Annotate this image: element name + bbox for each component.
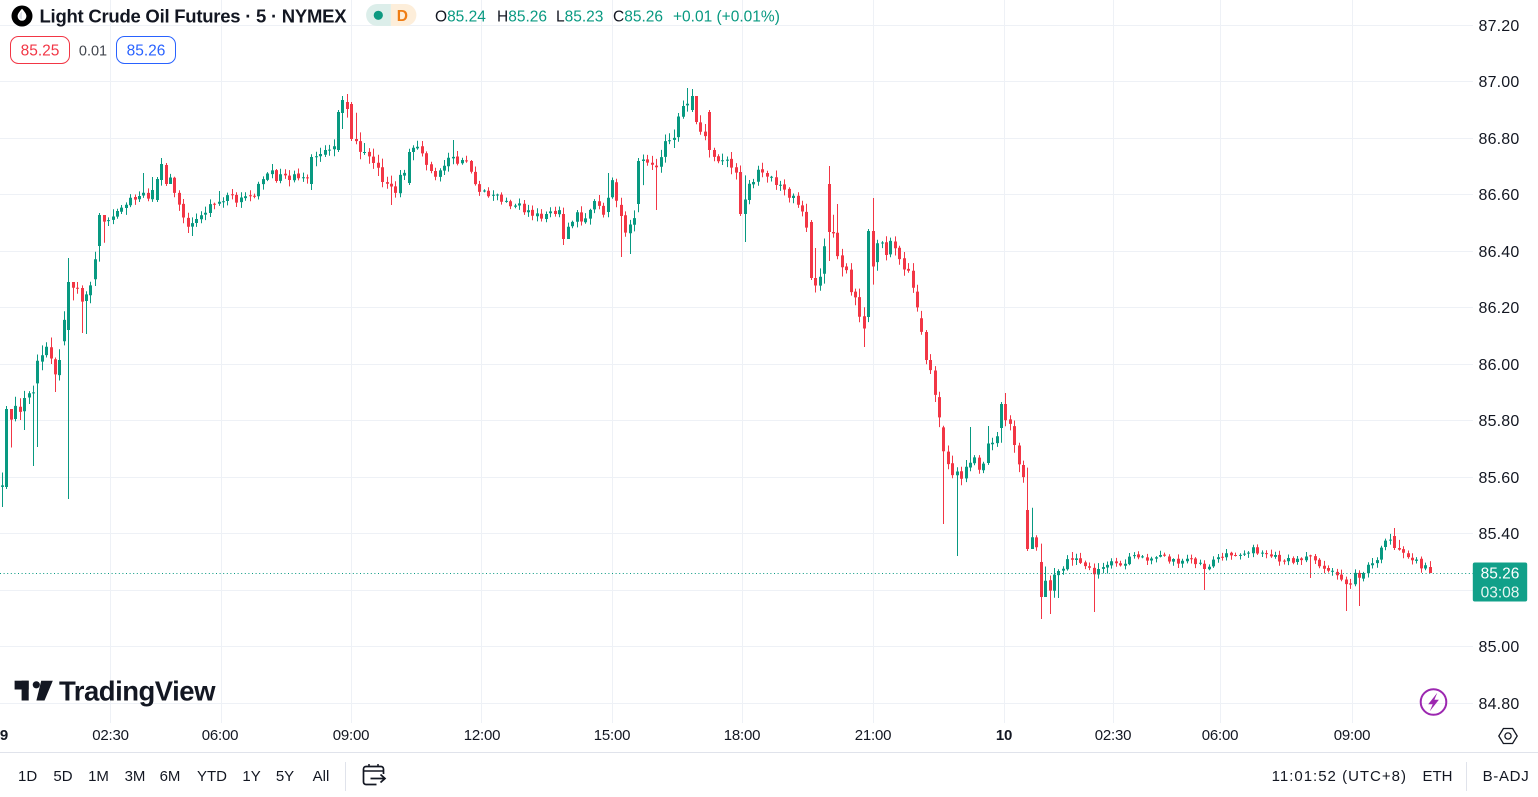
svg-text:TradingView: TradingView	[59, 676, 216, 707]
svg-text:02:30: 02:30	[92, 727, 129, 744]
svg-text:85.25: 85.25	[21, 43, 60, 60]
svg-text:85.80: 85.80	[1478, 413, 1519, 430]
svg-text:9: 9	[0, 727, 8, 744]
svg-text:85.00: 85.00	[1478, 639, 1519, 656]
svg-text:85.26: 85.26	[1481, 566, 1520, 583]
svg-text:O85.24: O85.24	[435, 9, 486, 26]
svg-text:Light Crude Oil Futures · 5 ·: Light Crude Oil Futures · 5 · NYMEX	[40, 6, 348, 27]
svg-text:86.40: 86.40	[1478, 244, 1519, 261]
svg-text:85.26: 85.26	[127, 43, 166, 60]
svg-text:85.40: 85.40	[1478, 526, 1519, 543]
svg-text:06:00: 06:00	[202, 727, 239, 744]
svg-text:1Y: 1Y	[242, 768, 260, 785]
svg-text:5Y: 5Y	[276, 768, 294, 785]
svg-text:84.80: 84.80	[1478, 696, 1519, 713]
svg-text:15:00: 15:00	[594, 727, 631, 744]
svg-text:86.00: 86.00	[1478, 357, 1519, 374]
svg-text:6M: 6M	[160, 768, 181, 785]
svg-text:All: All	[313, 768, 330, 785]
svg-text:3M: 3M	[125, 768, 146, 785]
svg-text:+0.01 (+0.01%): +0.01 (+0.01%)	[673, 9, 780, 26]
svg-text:06:00: 06:00	[1202, 727, 1239, 744]
svg-text:85.60: 85.60	[1478, 470, 1519, 487]
svg-text:87.20: 87.20	[1478, 18, 1519, 35]
svg-text:86.80: 86.80	[1478, 131, 1519, 148]
svg-text:0.01: 0.01	[79, 44, 107, 60]
svg-text:YTD: YTD	[197, 768, 227, 785]
svg-text:11:01:52 (UTC+8): 11:01:52 (UTC+8)	[1272, 768, 1407, 785]
svg-text:87.00: 87.00	[1478, 74, 1519, 91]
svg-text:86.20: 86.20	[1478, 300, 1519, 317]
svg-text:21:00: 21:00	[855, 727, 892, 744]
svg-text:1M: 1M	[88, 768, 109, 785]
svg-text:02:30: 02:30	[1095, 727, 1132, 744]
svg-text:C85.26: C85.26	[613, 9, 663, 26]
svg-text:H85.26: H85.26	[497, 9, 547, 26]
svg-text:1D: 1D	[18, 768, 37, 785]
svg-text:09:00: 09:00	[1334, 727, 1371, 744]
svg-text:D: D	[397, 8, 408, 25]
svg-text:5D: 5D	[53, 768, 72, 785]
svg-text:18:00: 18:00	[724, 727, 761, 744]
svg-text:03:08: 03:08	[1481, 585, 1520, 602]
svg-text:L85.23: L85.23	[556, 9, 603, 26]
svg-text:10: 10	[996, 727, 1012, 744]
svg-text:09:00: 09:00	[333, 727, 370, 744]
svg-text:ETH: ETH	[1423, 768, 1453, 785]
svg-text:12:00: 12:00	[464, 727, 501, 744]
svg-text:B-ADJ: B-ADJ	[1483, 768, 1530, 785]
svg-text:86.60: 86.60	[1478, 187, 1519, 204]
